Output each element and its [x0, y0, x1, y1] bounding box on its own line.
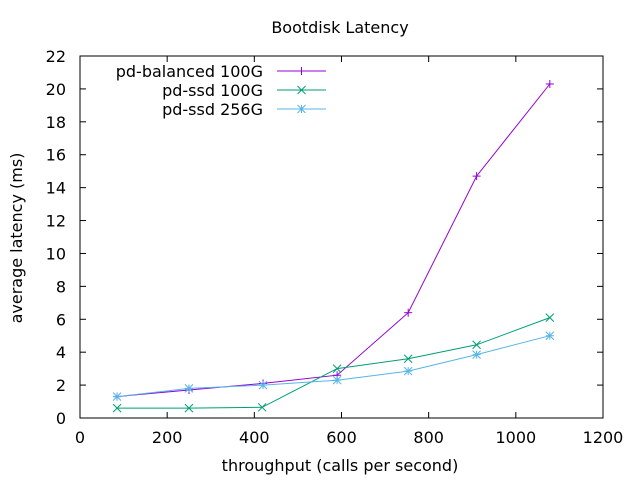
y-tick-label: 4 — [56, 343, 66, 362]
y-tick-label: 16 — [46, 146, 66, 165]
data-point — [545, 313, 555, 322]
x-tick-label: 0 — [75, 428, 85, 447]
data-point — [545, 331, 555, 341]
data-point — [472, 340, 481, 350]
plot-series — [112, 79, 555, 413]
legend-item: pd-ssd 100G — [162, 81, 326, 100]
data-point — [404, 308, 413, 317]
data-point — [257, 402, 267, 412]
data-point — [472, 350, 481, 360]
marker-stroke — [545, 331, 555, 341]
series-3 — [112, 331, 555, 401]
legend-label: pd-ssd 256G — [162, 100, 263, 119]
y-axis-label: average latency (ms) — [7, 153, 26, 324]
series-line — [116, 83, 551, 398]
marker-stroke — [112, 392, 122, 401]
marker-stroke — [184, 403, 194, 413]
legend-item: pd-balanced 100G — [116, 62, 326, 81]
legend-marker — [297, 85, 306, 95]
marker-stroke — [112, 403, 122, 413]
x-tick-label: 400 — [239, 428, 270, 447]
marker-stroke — [332, 375, 342, 385]
data-point — [403, 354, 413, 364]
x-axis: 0 200 400 600 800 1000 1200 — [75, 56, 623, 447]
data-point — [112, 403, 122, 413]
x-tick-label: 1200 — [583, 428, 624, 447]
y-axis: 0 2 4 6 8 10 12 14 16 18 20 22 — [46, 47, 603, 428]
marker-stroke — [297, 85, 306, 95]
y-tick-label: 10 — [46, 244, 66, 263]
x-tick-label: 600 — [326, 428, 357, 447]
series-2 — [112, 313, 555, 413]
y-tick-label: 18 — [46, 113, 66, 132]
data-point — [184, 384, 194, 393]
y-tick-label: 2 — [56, 376, 66, 395]
data-point — [332, 364, 342, 373]
y-tick-label: 20 — [46, 80, 66, 99]
marker-stroke — [257, 402, 267, 412]
marker-stroke — [332, 364, 342, 373]
marker-stroke — [297, 104, 306, 114]
data-point — [545, 79, 554, 88]
data-point — [184, 403, 194, 413]
marker-stroke — [184, 384, 194, 393]
legend-marker — [297, 67, 306, 75]
data-point — [472, 172, 481, 181]
y-tick-label: 0 — [56, 409, 66, 428]
y-tick-label: 14 — [46, 179, 66, 198]
y-tick-label: 12 — [46, 212, 66, 231]
legend-label: pd-ssd 100G — [162, 81, 263, 100]
series-line — [117, 317, 550, 409]
marker-stroke — [403, 354, 413, 364]
x-tick-label: 800 — [413, 428, 444, 447]
y-tick-label: 6 — [56, 310, 66, 329]
y-tick-label: 22 — [46, 47, 66, 66]
marker-stroke — [258, 380, 268, 390]
x-tick-label: 200 — [152, 428, 183, 447]
legend-label: pd-balanced 100G — [116, 62, 263, 81]
x-tick-label: 1000 — [495, 428, 536, 447]
series-1 — [113, 79, 554, 401]
data-point — [403, 366, 413, 376]
series-line — [116, 335, 550, 398]
data-point — [112, 392, 122, 401]
x-axis-label: throughput (calls per second) — [222, 456, 459, 475]
plot-area-border — [79, 55, 604, 419]
data-point — [258, 380, 268, 390]
chart-title: Bootdisk Latency — [271, 18, 408, 37]
marker-stroke — [545, 313, 555, 322]
legend-marker — [297, 104, 306, 114]
marker-stroke — [403, 366, 413, 376]
marker-stroke — [472, 340, 481, 350]
data-point — [332, 375, 342, 385]
y-tick-label: 8 — [56, 277, 66, 296]
marker-stroke — [472, 350, 481, 360]
legend-item: pd-ssd 256G — [162, 100, 326, 119]
